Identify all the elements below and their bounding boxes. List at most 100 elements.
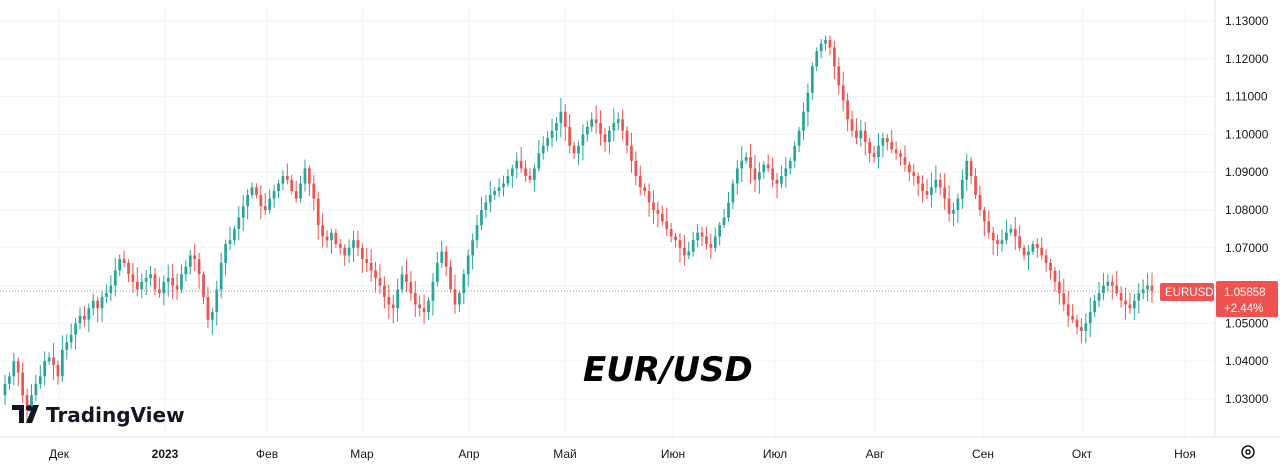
candle-down — [678, 240, 682, 248]
candle-down — [828, 39, 832, 48]
price-axis-label: 1.08000 — [1225, 203, 1269, 217]
candle-down — [912, 172, 916, 176]
candle-up — [616, 119, 620, 124]
candle-up — [718, 225, 722, 237]
candle-up — [281, 175, 285, 184]
time-axis-label: Июн — [661, 447, 685, 461]
candle-up — [510, 168, 514, 176]
candle-down — [709, 244, 713, 248]
candle-down — [643, 187, 647, 192]
candle-up — [480, 210, 483, 226]
candle-up — [550, 130, 554, 139]
candle-down — [916, 175, 920, 184]
candle-down — [1071, 315, 1074, 320]
candle-up — [47, 357, 51, 362]
candle-down — [625, 130, 629, 146]
candle-up — [69, 334, 73, 343]
candle-down — [563, 111, 567, 127]
candle-up — [352, 240, 355, 248]
price-axis-label: 1.07000 — [1225, 241, 1269, 255]
candle-down — [1062, 293, 1066, 305]
candle-down — [453, 289, 457, 305]
candle-up — [713, 236, 717, 248]
candle-down — [921, 183, 924, 192]
candle-down — [1119, 293, 1123, 301]
price-axis-label: 1.11000 — [1225, 90, 1268, 104]
candle-down — [1115, 285, 1119, 294]
candle-up — [881, 138, 885, 146]
candle-down — [524, 168, 527, 176]
gear-icon[interactable] — [1241, 445, 1255, 459]
candle-down — [885, 138, 889, 142]
candle-down — [16, 361, 20, 373]
candle-up — [91, 300, 95, 309]
candle-down — [705, 236, 708, 245]
candle-up — [493, 191, 497, 195]
time-axis-label: Авг — [866, 447, 885, 461]
candle-down — [171, 278, 175, 286]
candle-down — [572, 145, 576, 154]
candle-up — [74, 323, 77, 335]
candle-up — [458, 293, 461, 305]
candle-up — [38, 376, 42, 384]
time-axis-label: Дек — [49, 447, 70, 461]
candle-up — [731, 183, 735, 203]
candle-down — [599, 123, 602, 135]
candle-down — [153, 274, 157, 290]
candle-up — [162, 281, 166, 294]
candle-up — [1005, 232, 1008, 241]
candle-down — [56, 364, 60, 377]
time-axis-label: Апр — [458, 447, 480, 461]
candle-up — [166, 278, 170, 282]
candle-down — [308, 168, 311, 184]
price-axis-label: 1.13000 — [1225, 14, 1269, 28]
candle-down — [872, 153, 876, 158]
candle-up — [696, 232, 699, 241]
candle-down — [775, 179, 779, 184]
candle-down — [996, 240, 999, 245]
candle-up — [1027, 251, 1030, 256]
candle-down — [21, 372, 25, 396]
candle-down — [1018, 236, 1022, 248]
candle-up — [65, 342, 69, 350]
candle-down — [202, 274, 205, 297]
price-axis — [1215, 0, 1280, 437]
candle-down — [1049, 262, 1052, 271]
candle-up — [140, 281, 144, 290]
candle-down — [846, 100, 849, 120]
candle-down — [334, 232, 338, 245]
candle-up — [215, 289, 219, 313]
candle-up — [802, 111, 805, 131]
candle-up — [237, 217, 241, 229]
candle-up — [299, 183, 302, 199]
time-axis-label: Сен — [972, 447, 994, 461]
candlestick-series — [3, 35, 1154, 423]
candle-up — [1097, 293, 1101, 301]
candle-up — [762, 164, 766, 173]
candle-down — [982, 210, 986, 222]
candle-up — [210, 312, 214, 320]
candle-up — [784, 168, 788, 176]
candle-down — [422, 308, 426, 313]
candle-down — [409, 281, 413, 294]
candle-up — [109, 285, 113, 294]
candle-up — [687, 251, 691, 256]
candle-down — [25, 395, 29, 411]
candle-up — [219, 262, 223, 290]
time-axis-label: Июл — [763, 447, 787, 461]
candle-down — [1110, 281, 1114, 286]
candle-down — [903, 157, 907, 165]
candle-down — [868, 141, 872, 154]
candle-down — [1057, 281, 1061, 294]
price-axis-label: 1.05000 — [1225, 316, 1269, 330]
candle-down — [528, 175, 532, 180]
candle-down — [1022, 247, 1026, 256]
candle-down — [325, 236, 329, 241]
candle-up — [1000, 240, 1004, 245]
candle-up — [877, 145, 880, 158]
candle-down — [907, 164, 911, 173]
candle-down — [294, 191, 298, 199]
candle-up — [735, 168, 739, 184]
candle-down — [405, 274, 408, 282]
